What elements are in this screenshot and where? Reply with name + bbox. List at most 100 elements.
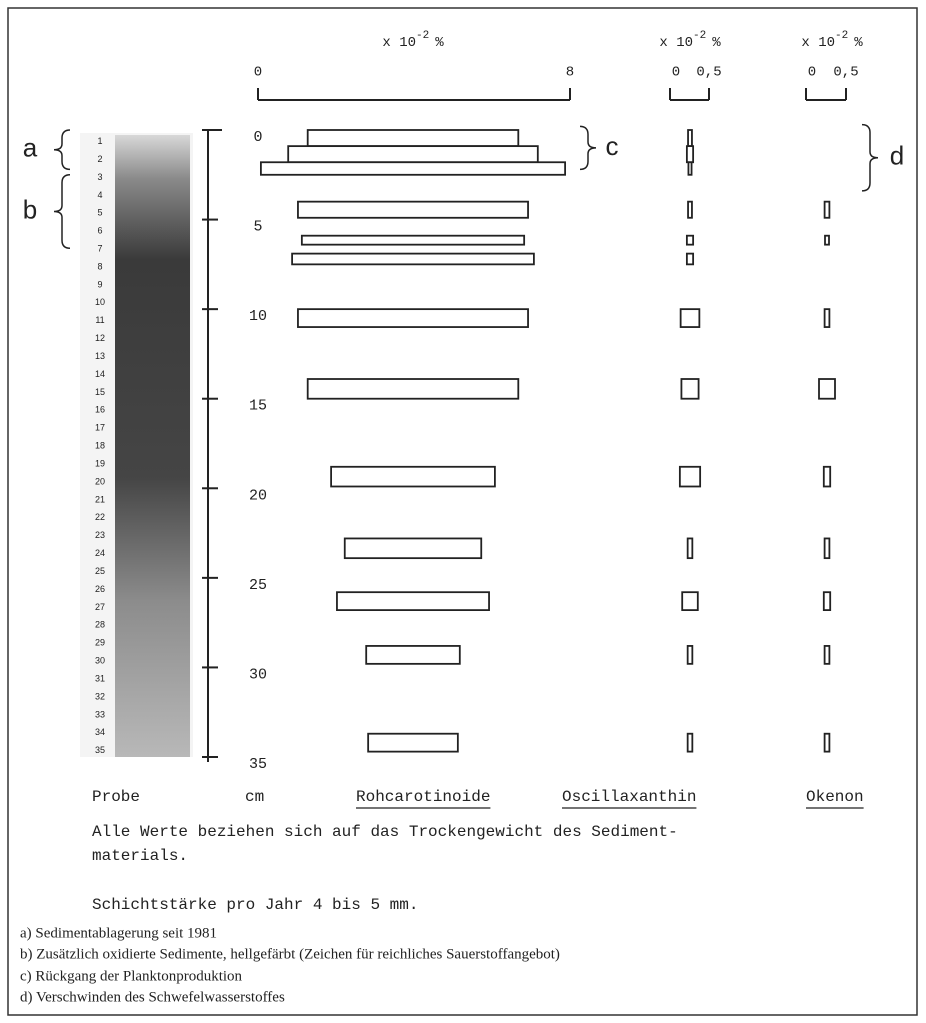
core-number: 22 <box>95 512 105 522</box>
core-number: 14 <box>95 369 105 379</box>
y-tick-label: 5 <box>253 219 262 236</box>
bar <box>259 161 567 176</box>
core-number: 19 <box>95 458 105 468</box>
bar <box>681 591 699 612</box>
core-number: 13 <box>95 351 105 361</box>
bar <box>336 591 490 612</box>
y-tick-label: 10 <box>249 308 267 325</box>
bar <box>678 465 702 488</box>
core-number: 32 <box>95 691 105 701</box>
legend-item: c) Rückgang der Planktonproduktion <box>20 968 243 984</box>
core-number: 28 <box>95 620 105 630</box>
y-tick-label: 35 <box>249 756 267 773</box>
core-number: 16 <box>95 405 105 415</box>
core-number: 7 <box>97 244 102 254</box>
header-exponent: -2 <box>693 30 706 42</box>
core-number: 25 <box>95 566 105 576</box>
marker-letter: b <box>23 194 37 224</box>
x-tick-label: 0,5 <box>833 65 858 81</box>
bar <box>823 645 831 665</box>
bar <box>823 537 831 560</box>
bar <box>297 200 529 219</box>
x-tick-label: 8 <box>566 65 574 81</box>
core-photo <box>115 135 190 757</box>
core-number: 31 <box>95 673 105 683</box>
core-number: 4 <box>97 190 102 200</box>
y-tick-label: 30 <box>249 666 267 683</box>
y-tick-label: 0 <box>253 129 262 146</box>
core-number: 17 <box>95 423 105 433</box>
note: Schichtstärke pro Jahr 4 bis 5 mm. <box>92 896 418 914</box>
core-number: 3 <box>97 172 102 182</box>
core-number: 35 <box>95 745 105 755</box>
core-label: Probe <box>92 788 140 806</box>
bar <box>685 234 695 246</box>
bar <box>287 145 539 164</box>
bar <box>330 465 496 488</box>
header-unit: % <box>712 35 721 51</box>
core-number: 8 <box>97 261 102 271</box>
core-number: 24 <box>95 548 105 558</box>
bar <box>687 129 693 148</box>
column-label: Oscillaxanthin <box>562 788 696 806</box>
y-tick-label: 15 <box>249 398 267 415</box>
bar <box>823 200 831 219</box>
core-number: 2 <box>97 154 102 164</box>
bar <box>824 234 830 246</box>
bar <box>686 732 694 753</box>
note: materials. <box>92 847 188 865</box>
bar <box>686 537 694 560</box>
core-number: 26 <box>95 584 105 594</box>
core-number: 30 <box>95 656 105 666</box>
bar <box>822 465 832 488</box>
bar <box>823 308 831 328</box>
core-number: 18 <box>95 441 105 451</box>
bar <box>818 378 836 400</box>
bar <box>687 161 693 176</box>
core-number: 9 <box>97 279 102 289</box>
bar <box>343 537 483 560</box>
bar <box>687 200 693 219</box>
header-base: x 10 <box>801 35 835 51</box>
header-unit: % <box>854 35 863 51</box>
header-exponent: -2 <box>835 30 848 42</box>
column-label: Okenon <box>806 788 864 806</box>
bar <box>686 645 694 665</box>
marker-brace <box>53 174 71 249</box>
core-number: 23 <box>95 530 105 540</box>
column-header: x 10-2% <box>801 30 863 51</box>
x-tick-label: 0 <box>672 65 680 81</box>
core-number: 15 <box>95 387 105 397</box>
bar <box>297 308 529 328</box>
core-number: 11 <box>95 315 104 325</box>
column-header: x 10-2% <box>659 30 721 51</box>
marker-letter: a <box>23 133 38 163</box>
bar <box>822 591 832 612</box>
bar <box>823 732 831 753</box>
header-exponent: -2 <box>416 30 429 42</box>
header-base: x 10 <box>382 35 416 51</box>
bar <box>679 308 701 328</box>
x-tick-label: 0,5 <box>696 65 721 81</box>
bar <box>306 378 520 400</box>
bar <box>300 234 526 246</box>
core-number: 33 <box>95 709 105 719</box>
core-number: 20 <box>95 476 105 486</box>
x-tick-label: 0 <box>808 65 816 81</box>
bar <box>680 378 700 400</box>
x-tick-label: 0 <box>254 65 262 81</box>
core-number: 12 <box>95 333 105 343</box>
core-number: 21 <box>95 494 105 504</box>
legend-item: a) Sedimentablagerung seit 1981 <box>20 925 217 941</box>
legend-item: d) Verschwinden des Schwefelwasserstoffe… <box>20 989 285 1005</box>
note: Alle Werte beziehen sich auf das Trocken… <box>92 823 678 841</box>
marker-brace <box>53 129 71 171</box>
core-number: 5 <box>97 208 102 218</box>
y-axis-label: cm <box>245 788 264 806</box>
column-label: Rohcarotinoide <box>356 788 490 806</box>
core-number: 1 <box>97 136 102 146</box>
y-tick-label: 25 <box>249 577 267 594</box>
core-number: 29 <box>95 638 105 648</box>
header-base: x 10 <box>659 35 693 51</box>
bar <box>367 732 459 753</box>
